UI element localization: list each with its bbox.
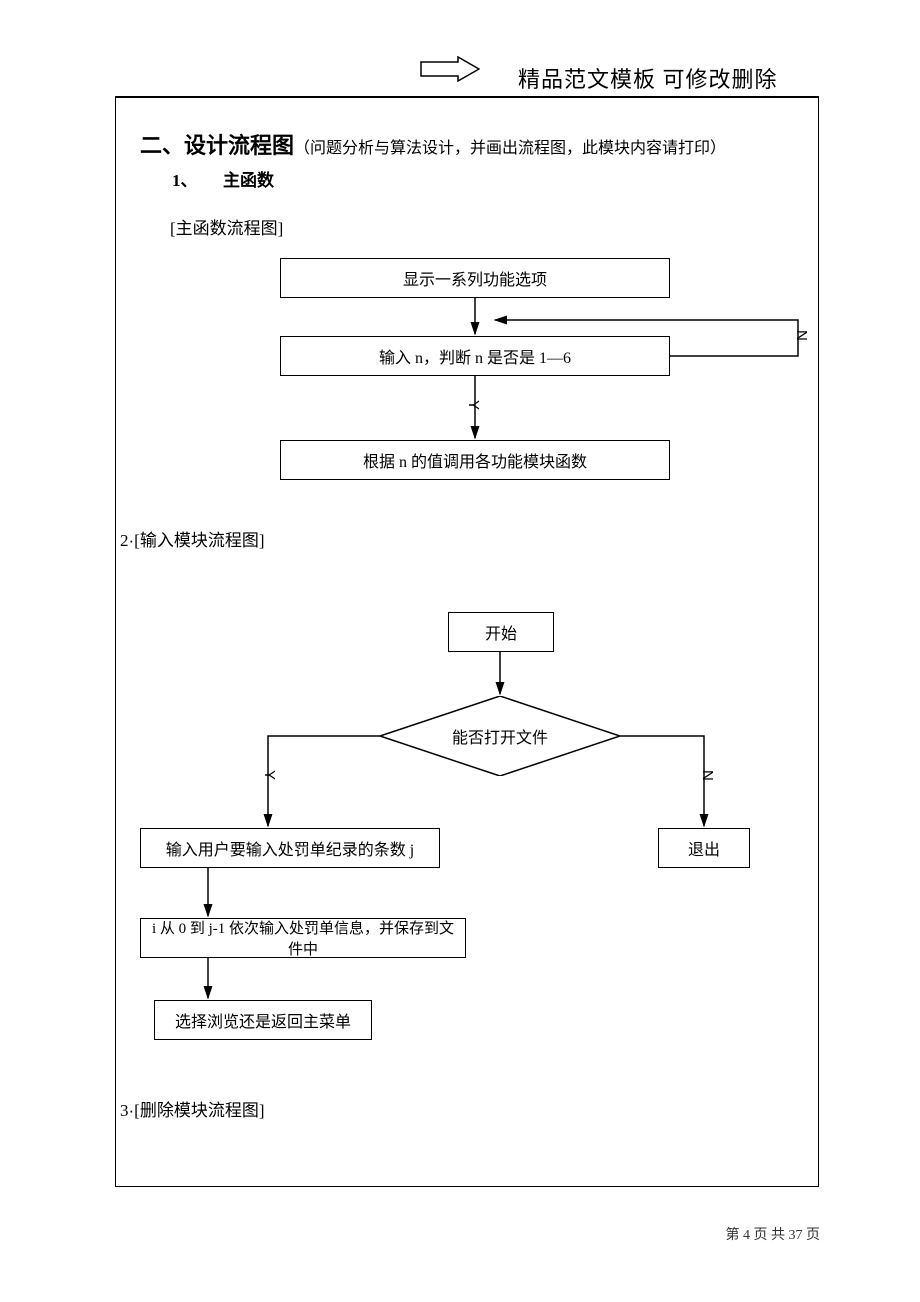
footer-page-total: 37 [789,1228,803,1243]
page-footer: 第 4 页 共 37 页 [726,1224,821,1244]
caption3-text: [删除模块流程图] [134,1101,264,1120]
content-border-bottom [115,1186,819,1187]
flow2-label-y: Y [261,770,278,780]
caption3-num: 3 [120,1101,129,1120]
flow2-label-n: N [699,770,716,781]
footer-mid: 页 共 [750,1228,789,1243]
caption-delete-flowchart: 3·[删除模块流程图] [120,1096,265,1121]
footer-prefix: 第 [726,1228,744,1243]
flow2-arrows [0,0,920,1060]
footer-page-current: 4 [743,1228,750,1243]
footer-suffix: 页 [803,1228,821,1243]
